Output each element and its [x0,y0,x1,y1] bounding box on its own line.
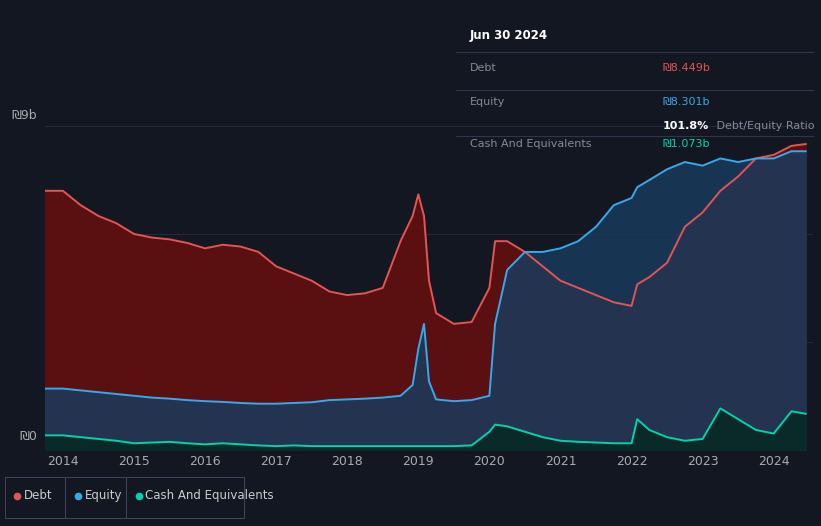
Text: ₪0: ₪0 [20,430,38,443]
Text: Jun 30 2024: Jun 30 2024 [470,28,548,42]
Text: Debt: Debt [24,489,52,502]
Text: ₪9b: ₪9b [11,109,38,122]
Text: Cash And Equivalents: Cash And Equivalents [470,139,591,149]
Text: Cash And Equivalents: Cash And Equivalents [145,489,274,502]
Text: ₪1.073b: ₪1.073b [663,139,710,149]
Text: Equity: Equity [85,489,122,502]
Text: Debt/Equity Ratio: Debt/Equity Ratio [713,120,814,130]
Text: 101.8%: 101.8% [663,120,709,130]
Text: Equity: Equity [470,97,505,107]
Text: ₪8.301b: ₪8.301b [663,97,710,107]
Text: Debt: Debt [470,64,497,74]
Text: ₪8.449b: ₪8.449b [663,64,711,74]
